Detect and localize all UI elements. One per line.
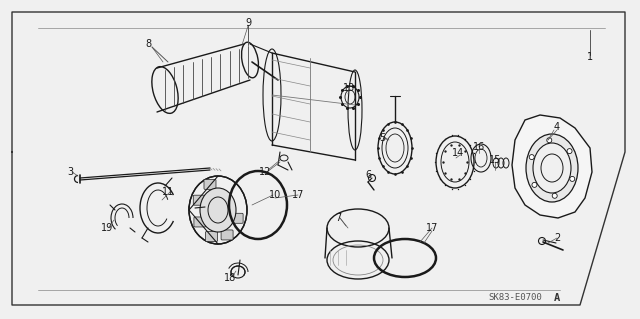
- Text: 2: 2: [554, 233, 560, 243]
- Text: 17: 17: [292, 190, 304, 200]
- Polygon shape: [512, 115, 592, 218]
- FancyBboxPatch shape: [193, 195, 205, 205]
- Text: 4: 4: [554, 122, 560, 132]
- Text: 12: 12: [259, 167, 271, 177]
- Ellipse shape: [189, 176, 247, 244]
- FancyBboxPatch shape: [205, 232, 218, 241]
- Text: A: A: [554, 293, 560, 303]
- Ellipse shape: [526, 134, 578, 202]
- Text: 15: 15: [489, 155, 501, 165]
- Text: 9: 9: [245, 18, 251, 28]
- Circle shape: [552, 193, 557, 198]
- Text: 1: 1: [587, 52, 593, 62]
- FancyBboxPatch shape: [204, 179, 216, 189]
- Circle shape: [547, 138, 552, 143]
- Circle shape: [532, 182, 537, 187]
- Ellipse shape: [327, 209, 389, 247]
- Text: 6: 6: [365, 170, 371, 180]
- Text: 18: 18: [224, 273, 236, 283]
- Text: 16: 16: [473, 142, 485, 152]
- Ellipse shape: [533, 143, 571, 193]
- Text: 5: 5: [379, 133, 385, 143]
- Text: 19: 19: [101, 223, 113, 233]
- Circle shape: [570, 176, 575, 182]
- FancyBboxPatch shape: [194, 217, 206, 227]
- Text: 13: 13: [343, 83, 355, 93]
- Text: 7: 7: [335, 213, 341, 223]
- Text: 3: 3: [67, 167, 73, 177]
- Text: 14: 14: [452, 148, 464, 158]
- Text: 8: 8: [145, 39, 151, 49]
- Text: 17: 17: [426, 223, 438, 233]
- FancyBboxPatch shape: [231, 213, 243, 223]
- Circle shape: [529, 155, 534, 160]
- Text: 10: 10: [269, 190, 281, 200]
- Text: SK83-E0700: SK83-E0700: [488, 293, 541, 302]
- Circle shape: [567, 149, 572, 154]
- Text: 11: 11: [162, 187, 174, 197]
- FancyBboxPatch shape: [221, 230, 233, 240]
- Ellipse shape: [200, 188, 236, 232]
